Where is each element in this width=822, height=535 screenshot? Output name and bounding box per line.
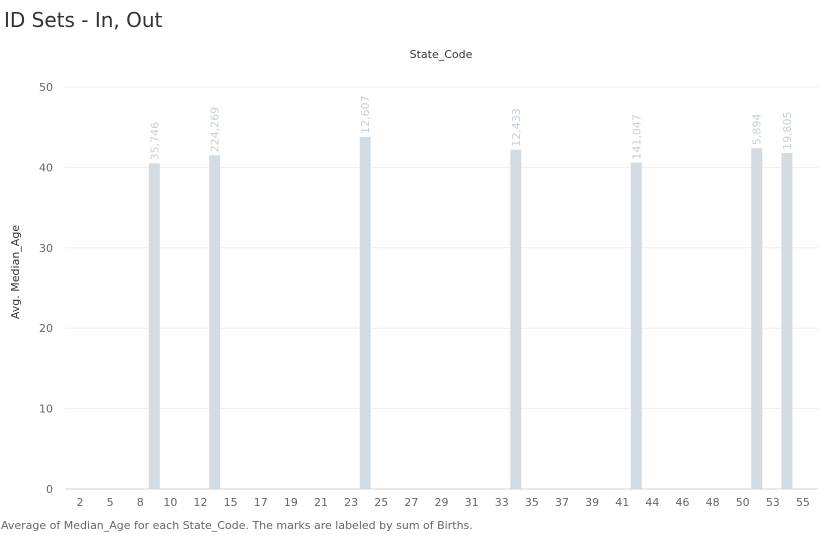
- bar-label: 19,805: [781, 111, 794, 150]
- x-tick-label: 2: [77, 496, 84, 509]
- x-tick-label: 48: [706, 496, 720, 509]
- bar-label: 35,746: [148, 122, 161, 161]
- bar[interactable]: [751, 148, 763, 489]
- y-tick-label: 50: [39, 81, 53, 94]
- y-tick-label: 40: [39, 161, 53, 174]
- x-tick-label: 5: [107, 496, 114, 509]
- bar[interactable]: [510, 149, 522, 489]
- bar[interactable]: [630, 162, 642, 490]
- bar[interactable]: [209, 155, 221, 489]
- bar[interactable]: [148, 163, 160, 489]
- bar[interactable]: [359, 136, 371, 489]
- x-tick-label: 50: [736, 496, 750, 509]
- x-tick-label: 23: [344, 496, 358, 509]
- x-tick-label: 31: [465, 496, 479, 509]
- x-tick-label: 46: [675, 496, 689, 509]
- y-tick-label: 10: [39, 403, 53, 416]
- y-tick-label: 30: [39, 242, 53, 255]
- x-tick-label: 39: [585, 496, 599, 509]
- x-tick-label: 55: [796, 496, 810, 509]
- x-tick-label: 25: [374, 496, 388, 509]
- x-tick-label: 8: [137, 496, 144, 509]
- x-tick-label: 41: [615, 496, 629, 509]
- bar-label: 224,269: [209, 107, 222, 153]
- bar-label: 5,894: [751, 114, 764, 146]
- bars: [148, 136, 793, 490]
- x-tick-label: 53: [766, 496, 780, 509]
- x-tick-label: 44: [645, 496, 659, 509]
- y-tick-label: 20: [39, 322, 53, 335]
- chart-title: ID Sets - In, Out: [4, 8, 163, 32]
- x-axis-title: State_Code: [410, 48, 473, 61]
- bar-label: 12,607: [359, 95, 372, 134]
- gridlines: [65, 86, 818, 410]
- x-tick-label: 27: [404, 496, 418, 509]
- x-tick-label: 10: [163, 496, 177, 509]
- x-tick-label: 33: [495, 496, 509, 509]
- x-tick-label: 21: [314, 496, 328, 509]
- bar-labels: 35,746 224,269 12,607 12,433 141,047 5,894 19,…: [148, 95, 794, 160]
- x-axis-ticks: 2 5 8 10 12 15 17 19 21 23 25 27 29 31 33 35 37 39 41 44 46 4…: [77, 496, 810, 509]
- x-tick-label: 29: [435, 496, 449, 509]
- bar-label: 12,433: [510, 108, 523, 147]
- x-tick-label: 35: [525, 496, 539, 509]
- x-tick-label: 12: [194, 496, 208, 509]
- chart-caption: Average of Median_Age for each State_Cod…: [1, 519, 473, 532]
- bar-label: 141,047: [630, 114, 643, 160]
- x-tick-label: 37: [555, 496, 569, 509]
- x-tick-label: 17: [254, 496, 268, 509]
- y-axis-ticks: 0 10 20 30 40 50: [39, 81, 53, 496]
- bar[interactable]: [781, 152, 793, 490]
- y-tick-label: 0: [46, 483, 53, 496]
- x-tick-label: 19: [284, 496, 298, 509]
- y-axis-title: Avg. Median_Age: [9, 225, 22, 319]
- x-tick-label: 15: [224, 496, 238, 509]
